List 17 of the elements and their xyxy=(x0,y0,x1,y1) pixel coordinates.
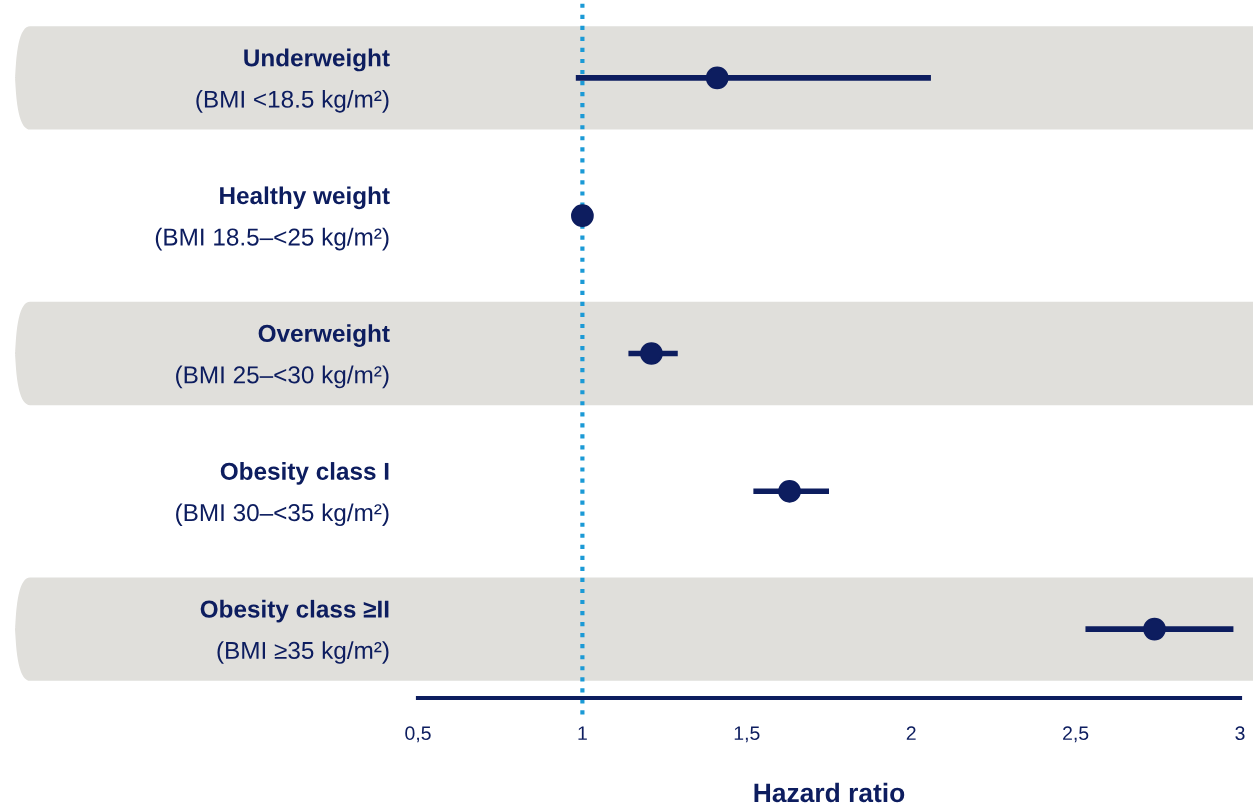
point xyxy=(705,66,729,90)
y-tick-label: Underweight (BMI <18.5 kg/m²) xyxy=(196,48,390,113)
x-tick-label: 0,5 xyxy=(405,726,431,743)
y-tick-label: Healthy weight (BMI 18.5–<25 kg/m²) xyxy=(155,186,390,251)
x-tick-label: 2 xyxy=(906,726,916,740)
x-tick-label: 1 xyxy=(578,726,587,740)
y-tick-label: Overweight (BMI 25–<30 kg/m²) xyxy=(176,324,390,389)
x-axis-title: Hazard ratio xyxy=(754,782,905,803)
point xyxy=(1143,617,1166,641)
x-tick-label: 1,5 xyxy=(734,726,760,743)
point xyxy=(640,342,663,365)
point xyxy=(778,479,801,503)
y-tick-label: Obesity class ≥II (BMI ≥35 kg/m²) xyxy=(200,599,389,664)
point xyxy=(571,204,594,228)
y-tick-label: Obesity class I (BMI 30–<35 kg/m²) xyxy=(176,462,389,527)
x-tick-label: 2,5 xyxy=(1063,726,1089,743)
x-tick-label: 3 xyxy=(1235,726,1245,741)
